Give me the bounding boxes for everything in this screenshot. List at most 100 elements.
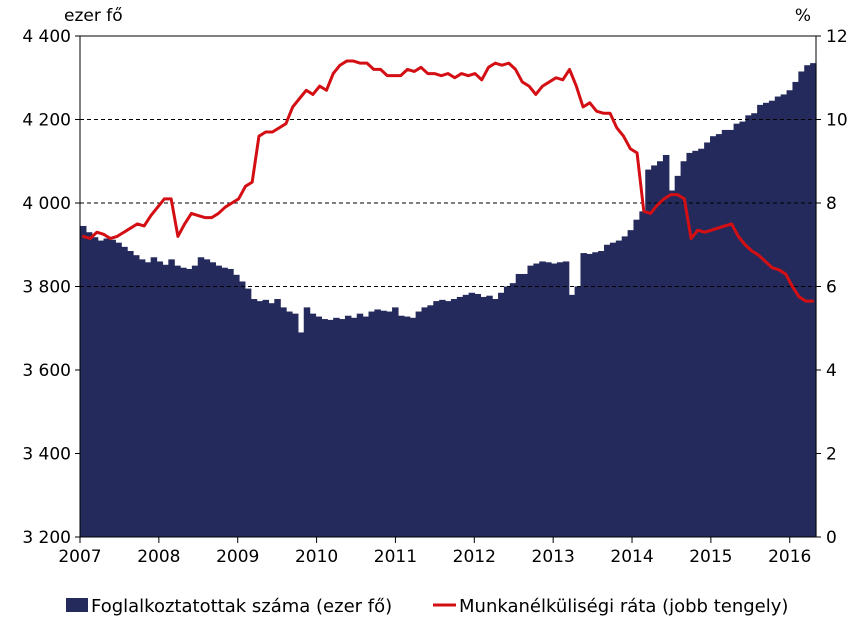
bar (403, 316, 411, 537)
bar (433, 301, 440, 537)
grid-layer (80, 119, 816, 287)
legend: Foglalkoztatottak száma (ezer fő) Munkan… (66, 596, 788, 617)
bar (733, 123, 741, 538)
bar (291, 313, 299, 537)
x-tick-label: 2016 (768, 547, 811, 567)
bar (315, 316, 323, 537)
bar (356, 313, 364, 537)
bar (221, 267, 228, 537)
x-tick-label: 2008 (137, 547, 180, 567)
bar (692, 150, 699, 537)
bar (639, 211, 646, 537)
left-axis-ticks: 3 200 3 400 3 600 3 800 4 000 4 200 4 400 (22, 27, 80, 548)
bar (233, 274, 240, 537)
bar (668, 190, 676, 538)
bar (185, 268, 193, 537)
bar (256, 301, 264, 537)
bar (180, 267, 187, 537)
left-tick-label: 3 600 (22, 361, 71, 381)
bar (745, 115, 752, 537)
bar (468, 292, 476, 537)
bar (556, 262, 564, 537)
left-tick-label: 4 200 (22, 111, 71, 131)
left-tick-label: 3 800 (22, 278, 71, 298)
bar (739, 121, 746, 537)
bar (704, 142, 711, 537)
bar (132, 255, 140, 537)
bar (368, 311, 375, 537)
bar (521, 273, 529, 537)
bar (568, 294, 576, 537)
right-tick-label: 12 (826, 27, 848, 47)
bar (486, 295, 493, 537)
bar (792, 81, 799, 538)
bar (421, 307, 428, 538)
right-tick-label: 10 (826, 111, 848, 131)
bar (786, 90, 794, 538)
bar (527, 265, 534, 538)
bar (427, 305, 434, 537)
left-axis-title: ezer fő (64, 6, 123, 26)
bar (609, 242, 617, 537)
bar (798, 71, 805, 538)
x-tick-label: 2014 (610, 547, 653, 567)
bar (127, 251, 134, 537)
bar (615, 240, 623, 537)
bar (327, 319, 334, 537)
bar (604, 244, 611, 537)
bar (362, 316, 370, 537)
bar (715, 134, 723, 538)
bar (480, 296, 487, 537)
bar (498, 292, 505, 537)
bar (386, 311, 393, 537)
bar (621, 236, 629, 537)
bar (85, 232, 93, 538)
bar (586, 253, 593, 537)
bar (80, 225, 87, 537)
bar (303, 307, 311, 538)
bar (462, 294, 470, 537)
bar (721, 129, 729, 537)
bar (445, 301, 452, 537)
bar (727, 129, 735, 537)
bar (168, 259, 175, 537)
bar (627, 230, 635, 537)
bar (103, 238, 111, 538)
bar (244, 288, 252, 537)
bar (757, 104, 764, 537)
right-tick-label: 2 (826, 445, 837, 465)
bar (350, 317, 358, 537)
bar (115, 242, 122, 537)
left-tick-label: 4 400 (22, 27, 71, 47)
bar (492, 299, 499, 537)
bar (509, 283, 517, 537)
bar (698, 148, 705, 537)
bar (144, 262, 152, 537)
bar (238, 281, 246, 537)
bar (339, 319, 346, 537)
bar (250, 299, 258, 537)
x-tick-label: 2010 (295, 547, 338, 567)
bar (503, 286, 511, 537)
left-tick-label: 4 000 (22, 194, 71, 214)
bar (191, 265, 199, 538)
bar (674, 175, 682, 538)
bar (710, 136, 717, 537)
bar (439, 299, 446, 537)
bar (197, 257, 205, 537)
bar (686, 152, 693, 537)
x-tick-label: 2013 (532, 547, 575, 567)
right-tick-label: 0 (826, 528, 837, 548)
bar (162, 264, 169, 537)
bar (268, 303, 275, 537)
x-axis-ticks: 2007 2008 2009 2010 2011 2012 2013 2014 2015 2016 (58, 537, 811, 567)
bar (768, 100, 776, 538)
bar (321, 319, 328, 537)
right-tick-label: 8 (826, 194, 837, 214)
bar (91, 237, 99, 538)
bar (280, 307, 287, 538)
bar (651, 165, 658, 537)
bar (450, 299, 458, 537)
